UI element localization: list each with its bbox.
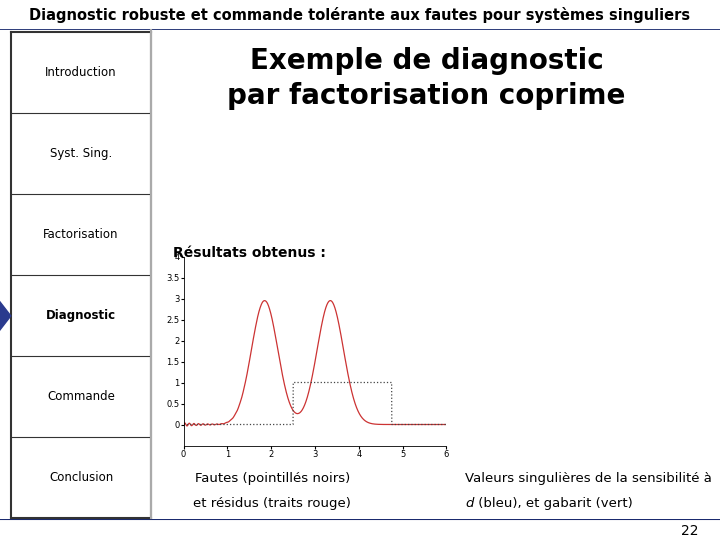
Text: Diagnostic robuste et commande tolérante aux fautes pour systèmes singuliers: Diagnostic robuste et commande tolérante… <box>30 7 690 23</box>
Text: Factorisation: Factorisation <box>43 228 119 241</box>
Text: Valeurs singulières de la sensibilité à: Valeurs singulières de la sensibilité à <box>465 472 712 485</box>
Text: Exemple de diagnostic
par factorisation coprime: Exemple de diagnostic par factorisation … <box>228 47 626 110</box>
Text: Diagnostic: Diagnostic <box>46 309 116 322</box>
Text: Syst. Sing.: Syst. Sing. <box>50 147 112 160</box>
Text: d: d <box>465 497 473 510</box>
Text: Conclusion: Conclusion <box>49 471 113 484</box>
Text: Résultats obtenus :: Résultats obtenus : <box>173 246 326 260</box>
Text: 22: 22 <box>681 524 698 538</box>
Text: et résidus (traits rouge): et résidus (traits rouge) <box>193 497 351 510</box>
Text: (bleu), et gabarit (vert): (bleu), et gabarit (vert) <box>474 497 632 510</box>
Text: Fautes (pointillés noirs): Fautes (pointillés noirs) <box>194 472 350 485</box>
Polygon shape <box>0 295 11 336</box>
Text: Introduction: Introduction <box>45 66 117 79</box>
Text: Commande: Commande <box>47 390 115 403</box>
